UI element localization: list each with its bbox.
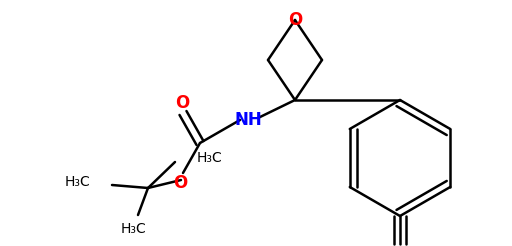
Text: H₃C: H₃C [120, 222, 146, 236]
Text: H₃C: H₃C [197, 151, 223, 165]
Text: O: O [175, 94, 189, 112]
Text: O: O [288, 11, 302, 29]
Text: NH: NH [234, 111, 262, 129]
Text: H₃C: H₃C [64, 175, 90, 189]
Text: O: O [173, 174, 187, 192]
